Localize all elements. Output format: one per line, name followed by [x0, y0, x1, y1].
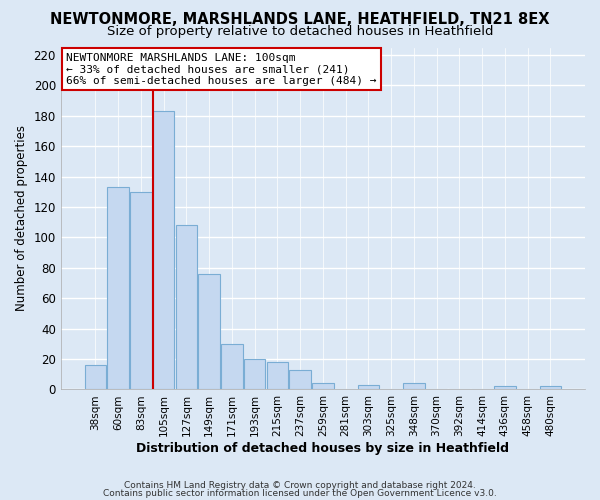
- Bar: [358, 385, 379, 390]
- Bar: [266, 362, 288, 390]
- Bar: [107, 188, 129, 390]
- Bar: [312, 384, 334, 390]
- Bar: [221, 344, 243, 390]
- Bar: [403, 384, 425, 390]
- Bar: [176, 226, 197, 390]
- Bar: [85, 365, 106, 390]
- Text: Contains public sector information licensed under the Open Government Licence v3: Contains public sector information licen…: [103, 489, 497, 498]
- Bar: [494, 386, 515, 390]
- Text: Contains HM Land Registry data © Crown copyright and database right 2024.: Contains HM Land Registry data © Crown c…: [124, 480, 476, 490]
- Bar: [289, 370, 311, 390]
- Bar: [244, 359, 265, 390]
- X-axis label: Distribution of detached houses by size in Heathfield: Distribution of detached houses by size …: [136, 442, 509, 455]
- Text: Size of property relative to detached houses in Heathfield: Size of property relative to detached ho…: [107, 25, 493, 38]
- Bar: [130, 192, 152, 390]
- Bar: [153, 112, 175, 390]
- Bar: [539, 386, 561, 390]
- Text: NEWTONMORE, MARSHLANDS LANE, HEATHFIELD, TN21 8EX: NEWTONMORE, MARSHLANDS LANE, HEATHFIELD,…: [50, 12, 550, 28]
- Bar: [199, 274, 220, 390]
- Text: NEWTONMORE MARSHLANDS LANE: 100sqm
← 33% of detached houses are smaller (241)
66: NEWTONMORE MARSHLANDS LANE: 100sqm ← 33%…: [66, 52, 377, 86]
- Y-axis label: Number of detached properties: Number of detached properties: [15, 126, 28, 312]
